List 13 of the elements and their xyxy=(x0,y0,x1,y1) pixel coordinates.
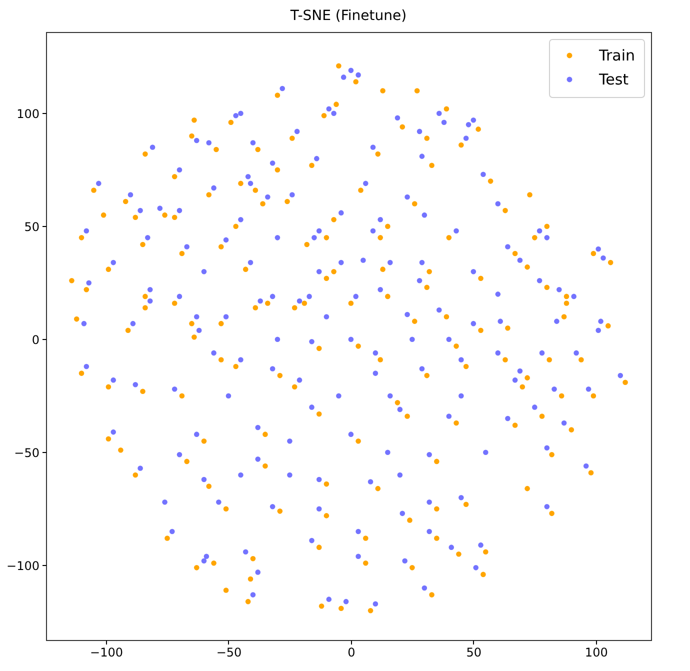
y-tick-label: 0 xyxy=(32,332,40,347)
x-tick-label: 100 xyxy=(584,646,608,660)
y-tick-label: 50 xyxy=(24,220,40,234)
x-tick-label: 0 xyxy=(348,646,356,660)
y-tick-label: −100 xyxy=(6,558,40,573)
x-tick-label: 50 xyxy=(466,646,482,660)
legend-label: Test xyxy=(598,70,629,88)
chart-title: T-SNE (Finetune) xyxy=(289,8,407,24)
y-tick-label: −50 xyxy=(14,446,40,460)
y-tick-label: 100 xyxy=(16,106,40,121)
legend-label: Train xyxy=(598,46,635,64)
x-tick-label: −100 xyxy=(90,646,123,660)
x-tick-label: −50 xyxy=(216,646,242,660)
